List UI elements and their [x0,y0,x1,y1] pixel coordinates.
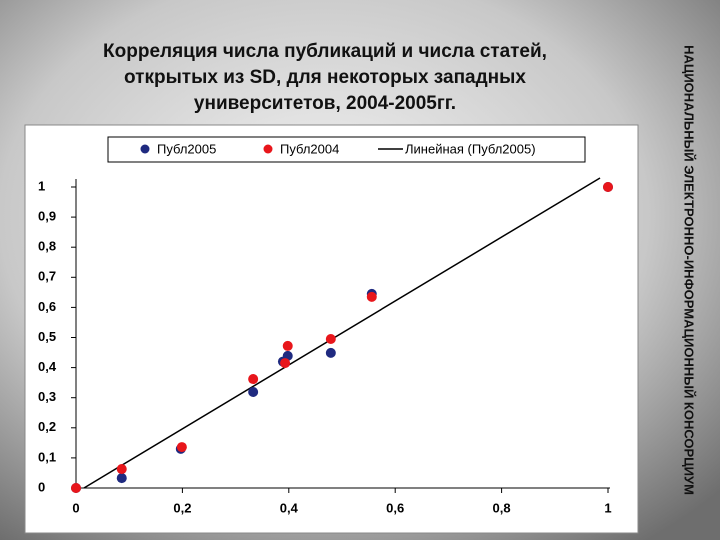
y-tick-label: 0,9 [38,209,56,224]
point [325,334,336,345]
y-tick-label: 0,1 [38,449,56,464]
point [116,473,127,484]
y-tick-label: 0,6 [38,299,56,314]
point [282,340,293,351]
title-line: открытых из SD, для некоторых западных [124,67,526,88]
y-tick-label: 0,4 [38,359,57,374]
title-line: университетов, 2004-2005гг. [194,93,456,114]
y-tick-label: 0,2 [38,419,56,434]
point [366,291,377,302]
title-line: Корреляция числа публикаций и числа стат… [103,41,547,62]
x-tick-label: 0,8 [493,500,511,515]
legend-label: Публ2004 [280,141,339,156]
trendline [83,177,601,489]
y-tick-label: 0,8 [38,239,56,254]
y-tick-label: 0,3 [38,389,56,404]
legend-box [107,136,586,163]
point [71,483,81,493]
point [603,182,613,192]
side-banner: НАЦИОНАЛЬНЫЙ ЭЛЕКТРОННО-ИНФОРМАЦИОННЫЙ К… [682,45,697,495]
x-tick-label: 0,2 [173,500,191,515]
legend-marker [263,144,273,154]
x-tick-label: 1 [604,500,611,515]
y-tick-label: 0 [38,479,45,494]
point [325,347,336,358]
x-tick-label: 0 [72,500,79,515]
point [280,358,291,369]
point [248,374,259,385]
y-tick-label: 0,7 [38,269,56,284]
x-tick-label: 0,4 [280,500,299,515]
point [116,464,127,475]
y-tick-label: 1 [38,178,45,193]
legend-label: Линейная (Публ2005) [405,141,536,156]
legend-marker [140,144,150,154]
x-tick-label: 0,6 [386,500,404,515]
legend-label: Публ2005 [157,141,216,156]
y-tick-label: 0,5 [38,329,56,344]
point [176,442,187,453]
point [248,386,259,397]
plot-frame [24,124,639,534]
